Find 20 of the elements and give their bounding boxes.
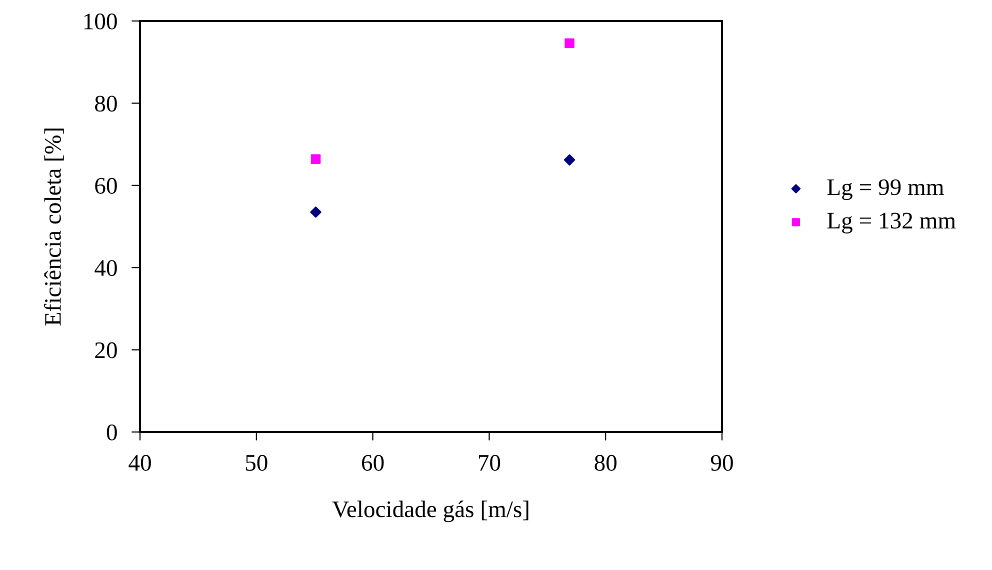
y-tick-label: 0 <box>106 424 117 440</box>
legend-label: Lg = 99 mm <box>827 179 944 200</box>
x-tick-label: 80 <box>594 454 617 471</box>
x-tick-label: 40 <box>128 454 151 471</box>
x-tick-label: 60 <box>362 454 384 471</box>
x-axis-title: Velocidade gás [m/s] <box>332 500 528 522</box>
y-tick-label: 40 <box>94 260 117 276</box>
point <box>564 154 576 166</box>
point <box>310 154 321 164</box>
y-tick-label: 100 <box>84 13 117 30</box>
x-tick-label: 90 <box>710 454 733 471</box>
legend-label: Lg = 132 mm <box>827 212 956 234</box>
y-tick-label: 80 <box>95 96 117 112</box>
y-tick-label: 60 <box>95 178 117 194</box>
y-tick-label: 20 <box>95 342 117 358</box>
y-axis-title: Eficiência coleta [%] <box>44 128 64 326</box>
x-tick-label: 70 <box>478 454 500 471</box>
point <box>310 206 322 218</box>
point <box>564 38 574 48</box>
x-tick-label: 50 <box>246 454 268 471</box>
